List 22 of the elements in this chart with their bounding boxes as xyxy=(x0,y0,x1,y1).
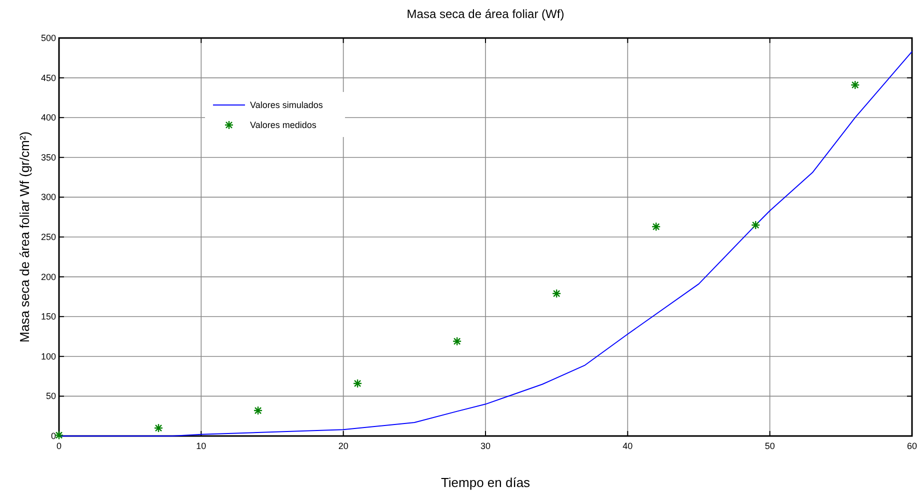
y-tick-label: 100 xyxy=(40,351,56,362)
y-axis-title: Masa seca de área foliar Wf (gr/cm²) xyxy=(17,132,32,342)
y-tick-label: 450 xyxy=(40,72,56,83)
x-tick-label: 20 xyxy=(338,441,348,451)
y-tick-label: 400 xyxy=(40,112,56,123)
chart-title: Masa seca de área foliar (Wf) xyxy=(406,7,564,21)
legend-label: Valores medidos xyxy=(250,120,317,130)
x-tick-label: 30 xyxy=(480,441,491,451)
x-tick-label: 40 xyxy=(622,441,633,451)
legend-label: Valores simulados xyxy=(250,100,324,110)
y-tick-label: 0 xyxy=(50,431,56,441)
y-tick-label: 500 xyxy=(40,33,56,43)
y-tick-label: 300 xyxy=(40,192,56,202)
y-tick-label: 50 xyxy=(46,391,56,402)
x-tick-label: 60 xyxy=(906,441,917,451)
x-tick-label: 10 xyxy=(196,441,206,451)
y-tick-label: 150 xyxy=(40,312,56,322)
y-tick-label: 250 xyxy=(40,232,56,242)
y-tick-label: 350 xyxy=(40,152,56,162)
x-tick-label: 50 xyxy=(764,441,775,451)
y-tick-label: 200 xyxy=(40,272,56,282)
x-axis-title: Tiempo en días xyxy=(440,475,531,490)
